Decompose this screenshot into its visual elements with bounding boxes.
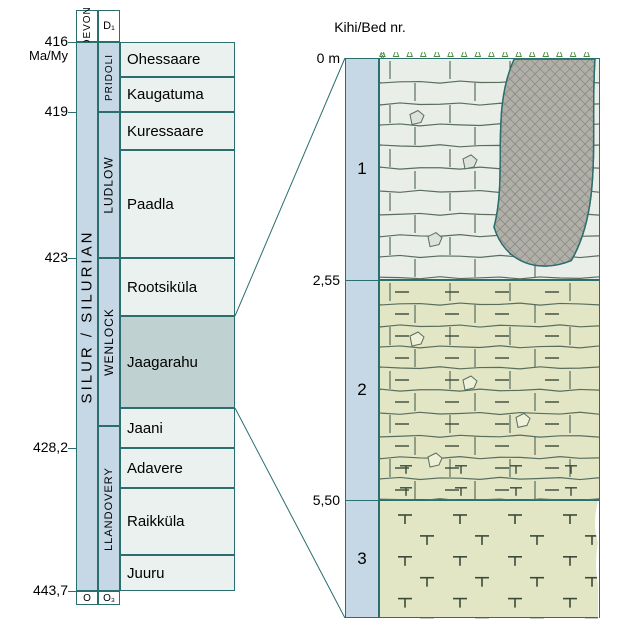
bed-unit [379,500,600,618]
bed-number: 3 [345,549,379,569]
lithology-pattern [380,501,599,619]
bed-unit [379,58,600,280]
bed-number: 1 [345,159,379,179]
lithology-pattern [380,59,599,281]
bed-unit [379,280,600,500]
depth-label: 0 m [292,50,340,66]
depth-label: 5,50 [292,492,340,508]
lithology-pattern [380,281,599,501]
bed-number: 2 [345,380,379,400]
bed-title: Kihi/Bed nr. [310,20,430,35]
depth-column [345,58,379,618]
depth-label: 2,55 [292,272,340,288]
bed-column: Kihi/Bed nr. ᐂ ᐂ ᐂ ᐂ ᐂ ᐂ ᐂ ᐂ ᐂ ᐂ ᐂ ᐂ ᐂ ᐂ… [290,20,600,620]
